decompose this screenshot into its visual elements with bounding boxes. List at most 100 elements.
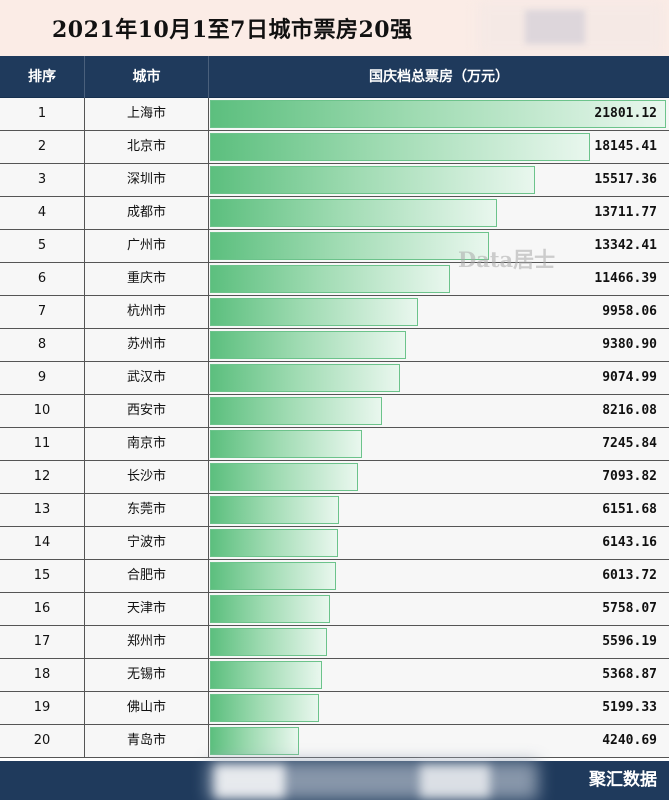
city-cell: 南京市 bbox=[85, 428, 209, 460]
city-cell: 无锡市 bbox=[85, 659, 209, 691]
city-cell: 成都市 bbox=[85, 197, 209, 229]
table-row: 12 长沙市 7093.82 bbox=[0, 461, 669, 494]
table-row: 6 重庆市 11466.39 bbox=[0, 263, 669, 296]
data-label: 5758.07 bbox=[602, 601, 657, 616]
table-row: 16 天津市 5758.07 bbox=[0, 593, 669, 626]
table-row: 4 成都市 13711.77 bbox=[0, 197, 669, 230]
bar-cell: 6013.72 bbox=[209, 560, 669, 592]
bar-cell: 13711.77 bbox=[209, 197, 669, 229]
city-cell: 重庆市 bbox=[85, 263, 209, 295]
rank-cell: 7 bbox=[0, 296, 85, 328]
bar-cell: 7245.84 bbox=[209, 428, 669, 460]
table-row: 9 武汉市 9074.99 bbox=[0, 362, 669, 395]
rank-cell: 12 bbox=[0, 461, 85, 493]
column-header-rank: 排序 bbox=[0, 56, 85, 98]
bar-cell: 6151.68 bbox=[209, 494, 669, 526]
city-cell: 深圳市 bbox=[85, 164, 209, 196]
city-cell: 天津市 bbox=[85, 593, 209, 625]
table-row: 1 上海市 21801.12 bbox=[0, 98, 669, 131]
blurred-region bbox=[525, 10, 585, 44]
page-title: 2021年10月1至7日城市票房20强 bbox=[52, 17, 413, 43]
data-label: 13342.41 bbox=[594, 238, 657, 253]
data-label: 6151.68 bbox=[602, 502, 657, 517]
bar-cell: 5368.87 bbox=[209, 659, 669, 691]
rank-cell: 8 bbox=[0, 329, 85, 361]
brand-label: 聚汇数据 bbox=[589, 770, 657, 790]
city-cell: 合肥市 bbox=[85, 560, 209, 592]
data-label: 21801.12 bbox=[594, 106, 657, 121]
city-cell: 东莞市 bbox=[85, 494, 209, 526]
data-label: 13711.77 bbox=[594, 205, 657, 220]
table-row: 15 合肥市 6013.72 bbox=[0, 560, 669, 593]
table-row: 3 深圳市 15517.36 bbox=[0, 164, 669, 197]
bar-cell: 5758.07 bbox=[209, 593, 669, 625]
table-row: 10 西安市 8216.08 bbox=[0, 395, 669, 428]
data-label: 9380.90 bbox=[602, 337, 657, 352]
city-cell: 佛山市 bbox=[85, 692, 209, 724]
bar-cell: 13342.41 bbox=[209, 230, 669, 262]
bar-cell: 7093.82 bbox=[209, 461, 669, 493]
city-cell: 上海市 bbox=[85, 98, 209, 130]
footer-bar: 聚汇数据 bbox=[0, 761, 669, 800]
bar-cell: 9958.06 bbox=[209, 296, 669, 328]
bar bbox=[210, 100, 666, 128]
bar-cell: 15517.36 bbox=[209, 164, 669, 196]
rank-cell: 9 bbox=[0, 362, 85, 394]
data-label: 4240.69 bbox=[602, 733, 657, 748]
table-header: 排序 城市 国庆档总票房（万元） bbox=[0, 56, 669, 98]
bar bbox=[210, 496, 339, 524]
table-row: 7 杭州市 9958.06 bbox=[0, 296, 669, 329]
bar bbox=[210, 265, 450, 293]
column-header-city: 城市 bbox=[85, 56, 209, 98]
rank-cell: 13 bbox=[0, 494, 85, 526]
rank-cell: 11 bbox=[0, 428, 85, 460]
rank-cell: 5 bbox=[0, 230, 85, 262]
bar bbox=[210, 133, 590, 161]
bar-cell: 9380.90 bbox=[209, 329, 669, 361]
bar bbox=[210, 727, 299, 755]
city-cell: 苏州市 bbox=[85, 329, 209, 361]
data-label: 5199.33 bbox=[602, 700, 657, 715]
city-cell: 广州市 bbox=[85, 230, 209, 262]
rank-cell: 6 bbox=[0, 263, 85, 295]
data-label: 11466.39 bbox=[594, 271, 657, 286]
data-label: 7093.82 bbox=[602, 469, 657, 484]
city-cell: 宁波市 bbox=[85, 527, 209, 559]
bar-cell: 9074.99 bbox=[209, 362, 669, 394]
table-row: 13 东莞市 6151.68 bbox=[0, 494, 669, 527]
bar bbox=[210, 661, 322, 689]
bar bbox=[210, 166, 535, 194]
data-label: 5368.87 bbox=[602, 667, 657, 682]
rank-cell: 19 bbox=[0, 692, 85, 724]
column-header-box-office: 国庆档总票房（万元） bbox=[369, 69, 509, 85]
bar bbox=[210, 562, 336, 590]
table-row: 2 北京市 18145.41 bbox=[0, 131, 669, 164]
rank-cell: 3 bbox=[0, 164, 85, 196]
rank-cell: 1 bbox=[0, 98, 85, 130]
data-label: 9958.06 bbox=[602, 304, 657, 319]
table-row: 5 广州市 13342.41 bbox=[0, 230, 669, 263]
bar-cell: 5596.19 bbox=[209, 626, 669, 658]
rank-cell: 18 bbox=[0, 659, 85, 691]
bar-cell: 5199.33 bbox=[209, 692, 669, 724]
bar bbox=[210, 364, 400, 392]
table-row: 8 苏州市 9380.90 bbox=[0, 329, 669, 362]
bar bbox=[210, 628, 327, 656]
city-cell: 青岛市 bbox=[85, 725, 209, 757]
bar bbox=[210, 232, 489, 260]
bar-cell: 21801.12 bbox=[209, 98, 669, 130]
bar-cell: 18145.41 bbox=[209, 131, 669, 163]
table-body: 1 上海市 21801.12 2 北京市 18145.41 3 深圳市 15517.36 4 成都市… bbox=[0, 98, 669, 758]
rank-cell: 10 bbox=[0, 395, 85, 427]
bar-cell: 11466.39 bbox=[209, 263, 669, 295]
bar bbox=[210, 331, 406, 359]
bar-cell: 4240.69 bbox=[209, 725, 669, 757]
table-row: 19 佛山市 5199.33 bbox=[0, 692, 669, 725]
data-label: 18145.41 bbox=[594, 139, 657, 154]
bar bbox=[210, 463, 358, 491]
rank-cell: 14 bbox=[0, 527, 85, 559]
bar bbox=[210, 529, 338, 557]
city-cell: 西安市 bbox=[85, 395, 209, 427]
bar bbox=[210, 397, 382, 425]
table-row: 20 青岛市 4240.69 bbox=[0, 725, 669, 758]
